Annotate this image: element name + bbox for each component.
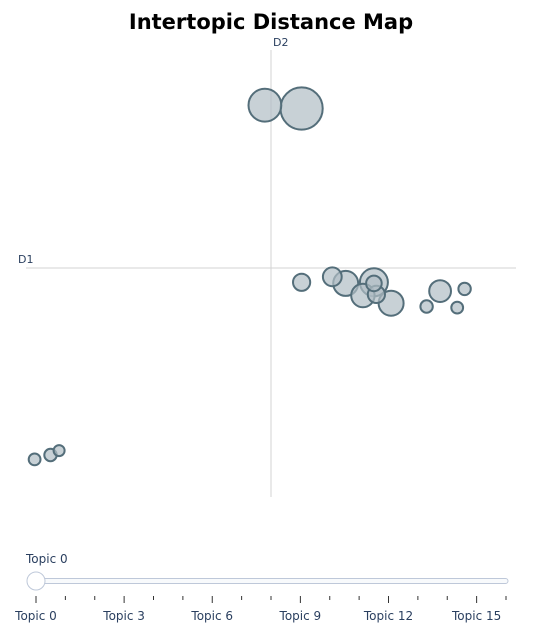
topic-bubbles bbox=[27, 86, 472, 467]
topic-bubble[interactable] bbox=[457, 281, 472, 297]
d2-axis-label: D2 bbox=[273, 36, 288, 49]
slider-tick-label: Topic 15 bbox=[451, 609, 501, 623]
slider-ticks: Topic 0 Topic 3 Topic 6 Topic 9 Topic 12 Topi… bbox=[14, 596, 507, 623]
slider-tick-label: Topic 3 bbox=[102, 609, 145, 623]
d1-axis-label: D1 bbox=[18, 253, 33, 266]
axes: D1 D2 bbox=[18, 36, 516, 497]
chart-title: Intertopic Distance Map bbox=[129, 10, 413, 34]
topic-bubble[interactable] bbox=[27, 452, 42, 467]
topic-bubble[interactable] bbox=[321, 266, 343, 288]
slider-handle[interactable] bbox=[26, 571, 46, 591]
topic-slider[interactable]: Topic 0 Topic 0 Topic 3 Topic 6 Topic 9 Topi… bbox=[14, 552, 509, 623]
topic-bubble[interactable] bbox=[247, 87, 283, 123]
topic-bubble[interactable] bbox=[292, 272, 312, 292]
topic-bubble[interactable] bbox=[365, 274, 383, 293]
topic-bubble[interactable] bbox=[419, 299, 434, 314]
slider-track[interactable] bbox=[27, 578, 509, 584]
topic-bubble[interactable] bbox=[279, 86, 324, 131]
topic-bubble[interactable] bbox=[428, 279, 453, 304]
topic-bubble[interactable] bbox=[52, 444, 66, 458]
topic-bubble[interactable] bbox=[450, 300, 465, 315]
slider-tick-label: Topic 6 bbox=[190, 609, 233, 623]
slider-tick-label: Topic 12 bbox=[363, 609, 413, 623]
slider-tick-label: Topic 0 bbox=[14, 609, 57, 623]
slider-current-label: Topic 0 bbox=[25, 552, 68, 566]
slider-tick-label: Topic 9 bbox=[279, 609, 322, 623]
